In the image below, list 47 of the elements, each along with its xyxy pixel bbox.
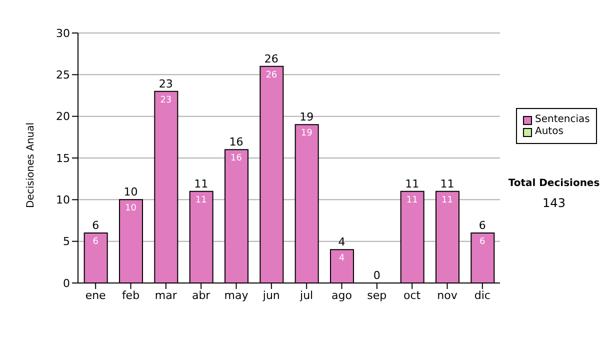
data-label: 11 [442, 195, 453, 206]
x-tick-label: abr [192, 288, 211, 302]
y-axis-title: Decisiones Anual [26, 122, 37, 208]
total-label: 23 [158, 77, 173, 90]
data-label: 23 [160, 95, 172, 106]
y-tick-label: 20 [56, 110, 70, 124]
total-label: 11 [440, 177, 454, 190]
text: Total Decisiones [507, 178, 600, 189]
y-tick-label: 10 [56, 194, 70, 207]
total-label: 6 [92, 219, 100, 232]
data-label: 11 [406, 195, 418, 206]
x-tick-label: feb [122, 288, 140, 302]
x-tick-label: nov [437, 288, 458, 302]
total-label: 11 [405, 177, 420, 190]
x-tick-label: sep [367, 288, 387, 302]
total-label: 0 [373, 269, 380, 282]
x-tick-label: dic [474, 288, 490, 302]
y-tick-label: 0 [63, 276, 70, 290]
data-label: 6 [92, 237, 99, 247]
data-label: 19 [300, 128, 313, 139]
x-tick-label: jul [299, 288, 314, 302]
x-tick-label: ene [85, 288, 106, 302]
data-label: 6 [480, 237, 486, 247]
total-label: 11 [194, 177, 208, 190]
x-tick-label: jun [262, 288, 280, 302]
x-tick-label: may [224, 288, 249, 302]
x-tick-label: mar [154, 288, 178, 302]
x-tick-label: oct [404, 288, 422, 302]
legend-label: Sentencias [535, 114, 590, 126]
y-tick-label: 15 [56, 152, 70, 165]
total-label: 4 [338, 236, 346, 249]
total-label: 26 [264, 52, 278, 66]
legend-label: Autos [535, 126, 564, 138]
text: 143 [542, 196, 566, 210]
data-label: 16 [230, 154, 242, 164]
data-label: 4 [338, 254, 345, 264]
total-label: 10 [124, 186, 138, 199]
data-label: 10 [125, 204, 137, 214]
data-label: 11 [195, 195, 207, 206]
total-label: 19 [300, 110, 314, 124]
y-tick-label: 5 [63, 235, 70, 248]
total-label: 6 [478, 219, 486, 232]
y-tick-label: 30 [56, 26, 70, 40]
total-label: 16 [229, 136, 244, 149]
data-label: 26 [266, 70, 278, 80]
y-tick-label: 25 [56, 68, 70, 82]
x-tick-label: ago [332, 288, 352, 302]
